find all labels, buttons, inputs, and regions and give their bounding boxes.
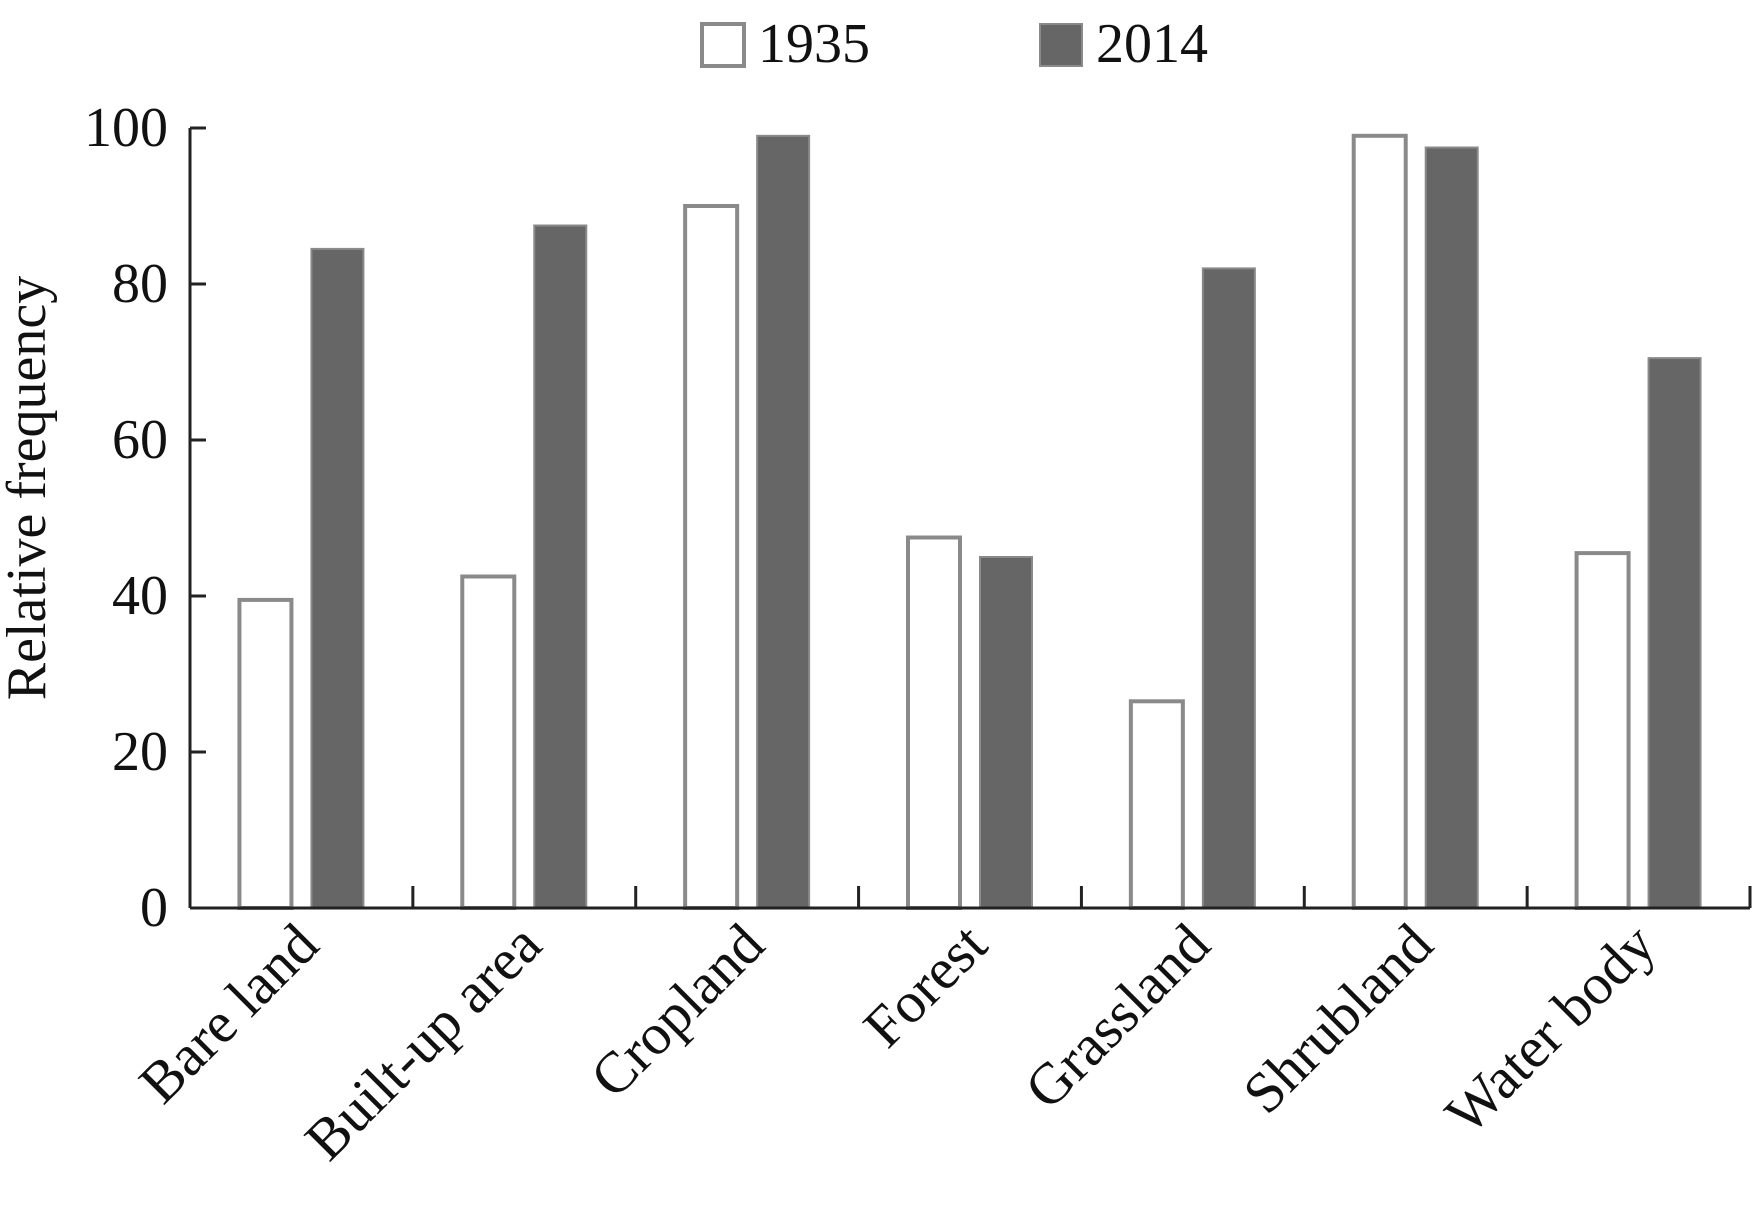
bar-2014-shrubland [1424,146,1479,909]
bar-2014-cropland [756,134,811,910]
x-tick-label: Cropland [578,911,777,1110]
bar-2014-built-up-area [533,224,588,909]
legend-label-2014: 2014 [1096,13,1208,75]
y-tick-label: 80 [112,253,168,315]
bar-2014-water-body [1647,357,1702,910]
bar-1935-forest [906,535,962,910]
bar-1935-shrubland [1351,133,1408,911]
bar-2014-grassland [1201,267,1256,909]
y-tick-label: 40 [112,565,168,627]
bar-2014-forest [979,556,1033,909]
legend-swatch-1935 [700,22,746,68]
legend: 1935 2014 [700,13,1208,75]
bar-1935-grassland [1128,699,1185,910]
bar-1935-water-body [1574,551,1631,910]
bar-1935-built-up-area [460,574,517,910]
y-tick-label: 20 [112,721,168,783]
x-tick-label: Bare land [126,911,330,1115]
bars-group [237,133,1702,911]
y-tick-label: 60 [112,409,168,471]
bar-1935-cropland [683,204,740,910]
y-tick-label: 100 [84,97,168,159]
bar-2014-bare-land [310,247,365,909]
y-tick-label: 0 [140,877,168,939]
bar-1935-bare-land [237,597,294,911]
x-tick-label: Forest [851,911,999,1059]
y-axis-label: Relative frequency [0,276,58,700]
x-tick-label: Grassland [1012,911,1222,1121]
legend-swatch-2014 [1039,23,1083,67]
x-tick-label: Water body [1433,911,1668,1146]
legend-label-1935: 1935 [758,13,870,75]
x-tick-label: Built-up area [292,911,553,1172]
x-tick-label: Shrubland [1230,911,1445,1126]
